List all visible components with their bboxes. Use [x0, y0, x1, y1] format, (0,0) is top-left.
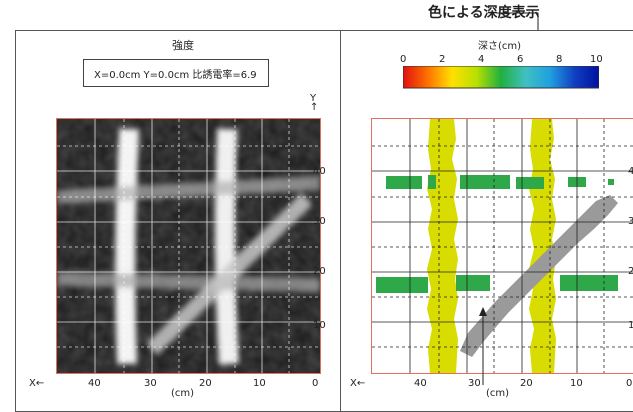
- intensity-map-image: [57, 119, 320, 373]
- depth-grid: [372, 119, 633, 373]
- intensity-x-tick: 40: [88, 378, 101, 389]
- depth-x-unit: (cm): [486, 388, 510, 399]
- intensity-x-axis-marker: X←: [29, 378, 45, 389]
- depth-x-tick: 10: [570, 378, 583, 389]
- position-info-text: X=0.0cm Y=0.0cm 比誘電率=6.9: [94, 70, 257, 81]
- intensity-x-tick: 20: [199, 378, 212, 389]
- intensity-y-tick: 30: [313, 216, 326, 227]
- intensity-x-tick: 10: [253, 378, 266, 389]
- depth-y-tick: 4: [628, 166, 633, 177]
- depth-panel-title: 深さ(cm): [478, 41, 522, 52]
- depth-x-tick: 20: [520, 378, 533, 389]
- depth-map: [371, 118, 633, 374]
- intensity-x-tick: 0: [312, 378, 319, 389]
- depth-map-image: [372, 119, 633, 373]
- colorbar-tick: 8: [556, 54, 563, 65]
- horizontal-rebar-lower: [376, 275, 618, 293]
- intensity-y-tick: 40: [313, 166, 326, 177]
- intensity-panel-title: 強度: [172, 39, 194, 52]
- depth-x-tick: 30: [468, 378, 481, 389]
- intensity-x-tick: 30: [144, 378, 157, 389]
- depth-x-tick: 40: [414, 378, 427, 389]
- depth-pointer-arrow: [479, 307, 487, 385]
- colorbar-tick: 10: [590, 54, 603, 65]
- horizontal-rebar-upper: [386, 175, 614, 189]
- colorbar-tick: 4: [478, 54, 485, 65]
- position-info-box: X=0.0cm Y=0.0cm 比誘電率=6.9: [83, 59, 269, 87]
- intensity-y-axis-marker: Y: [310, 93, 317, 104]
- depth-y-tick: 1: [628, 320, 633, 331]
- depth-colorbar: [403, 66, 599, 89]
- colorbar-tick: 6: [517, 54, 524, 65]
- intensity-y-axis-arrow: ↑: [310, 102, 319, 113]
- depth-y-tick: 2: [628, 266, 633, 277]
- depth-x-axis-marker: X←: [350, 378, 366, 389]
- depth-x-tick: 0: [626, 378, 633, 389]
- intensity-map: [56, 118, 321, 374]
- depth-color-callout-label: 色による深度表示: [428, 5, 540, 21]
- intensity-y-tick: 10: [313, 320, 326, 331]
- colorbar-tick: 2: [439, 54, 446, 65]
- colorbar-tick: 0: [400, 54, 407, 65]
- vertical-rebar-left: [427, 119, 458, 373]
- intensity-y-tick: 20: [313, 266, 326, 277]
- diagonal-rebar: [460, 195, 618, 357]
- intensity-grid: [57, 119, 320, 373]
- rebar-reflections: [57, 128, 320, 365]
- depth-y-tick: 3: [628, 216, 633, 227]
- intensity-x-unit: (cm): [171, 388, 195, 399]
